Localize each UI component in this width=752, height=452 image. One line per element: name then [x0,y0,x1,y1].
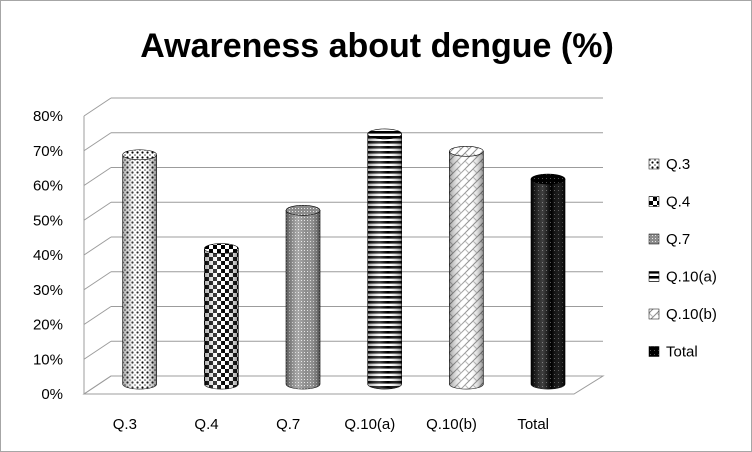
legend-swatch [648,308,660,320]
legend-item: Q.7 [648,231,690,248]
bars [122,128,566,390]
y-tick-label: 50% [33,212,63,229]
x-tick-label: Q.10(a) [344,416,395,433]
legend: Q.3 Q.4 Q.7 Q.10(a) Q.10(b) Total [648,156,717,361]
plot-floor [82,375,605,395]
gridline-depth [83,375,112,395]
bar-top [122,149,157,161]
bar-top [367,128,402,140]
y-tick-label: 10% [33,351,63,368]
legend-swatch [648,158,660,170]
y-tick-label: 30% [33,282,63,299]
plot-area [82,116,605,395]
bar [449,145,484,390]
legend-item: Q.3 [648,156,690,173]
legend-label: Q.7 [666,231,690,248]
x-tick-label: Q.3 [113,416,137,433]
legend-swatch [648,233,660,245]
bar-top [204,243,239,254]
bar-shading [122,154,157,390]
bar-shading [531,179,566,390]
bar [367,128,402,390]
gridline-depth [83,132,112,152]
bar-shading [449,151,484,390]
legend-label: Q.3 [666,156,690,173]
legend-swatch [648,346,660,357]
legend-item: Q.4 [648,194,690,211]
y-tick-label: 20% [33,317,63,334]
x-tick-label: Q.10(b) [426,416,477,433]
y-tick-label: 0% [41,386,63,403]
gridline-depth [83,236,112,256]
gridline-depth [83,201,112,221]
legend-swatch [648,271,660,282]
bar [530,173,566,390]
legend-label: Q.10(b) [666,306,717,323]
legend-item: Q.10(b) [648,306,717,323]
legend-item: Q.10(a) [648,269,717,286]
bar-top [530,173,566,185]
bar-shading [204,248,239,390]
bar-top [449,145,484,157]
gridline-depth [83,167,112,186]
gridline-depth [83,97,112,117]
y-tick-label: 40% [33,247,63,264]
legend-label: Total [666,344,698,361]
y-tick-label: 70% [33,143,63,160]
bar-top [285,205,321,216]
x-axis-ticks: Q.3 Q.4 Q.7 Q.10(a) Q.10(b) Total [113,416,549,433]
legend-label: Q.10(a) [666,269,717,286]
y-tick-label: 80% [33,108,63,125]
gridline-depth [83,340,112,360]
gridlines [83,97,603,395]
x-tick-label: Q.7 [276,416,300,433]
legend-swatch [648,196,660,207]
legend-item: Total [648,344,698,361]
chart-title: Awareness about dengue (%) [140,27,614,65]
x-tick-label: Q.4 [194,416,218,433]
bar-shading [286,210,321,390]
bar-shading [367,133,402,390]
y-tick-label: 60% [33,178,63,195]
bar [204,243,239,390]
y-axis-ticks: 0% 10% 20% 30% 40% 50% 60% 70% 80% [33,108,63,403]
x-tick-label: Total [517,416,549,433]
legend-label: Q.4 [666,194,690,211]
bar [285,205,321,390]
gridline-depth [83,306,112,325]
gridline-depth [83,271,112,291]
bar [122,149,157,390]
